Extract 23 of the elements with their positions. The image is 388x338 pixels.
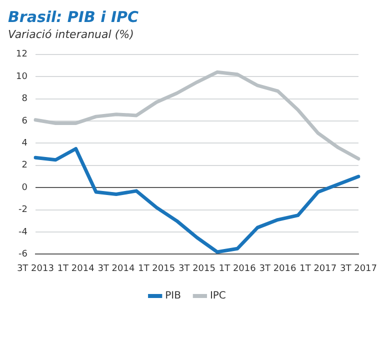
y-tick-label: 4: [22, 138, 28, 149]
y-tick-label: -6: [18, 250, 28, 260]
y-tick-label: 10: [16, 72, 28, 82]
x-tick-label: 1T 2015: [138, 264, 176, 274]
y-tick-label: -4: [18, 227, 28, 238]
chart-title: Brasil: PIB i IPC: [8, 8, 140, 26]
x-tick-label: 1T 2017: [300, 264, 337, 274]
y-tick-label: 6: [22, 116, 28, 126]
legend-label: PIB: [165, 290, 182, 302]
x-tick-label: 1T 2014: [57, 264, 95, 274]
y-tick-label: 2: [22, 160, 28, 171]
y-tick-label: -2: [18, 205, 28, 216]
x-tick-label: 3T 2013: [16, 264, 54, 274]
y-tick-label: 12: [16, 50, 28, 60]
y-tick-label: 0: [22, 182, 28, 193]
x-tick-label: 3T 2015: [178, 264, 216, 274]
chart-subtitle: Variació interanual (%): [8, 28, 135, 41]
legend-label: IPC: [210, 290, 226, 302]
x-tick-label: 1T 2016: [218, 264, 256, 274]
y-tick-label: 8: [22, 94, 28, 104]
x-tick-label: 3T 2014: [98, 264, 135, 274]
x-tick-label: 3T 2017: [340, 264, 378, 274]
x-tick-label: 3T 2016: [259, 264, 297, 274]
